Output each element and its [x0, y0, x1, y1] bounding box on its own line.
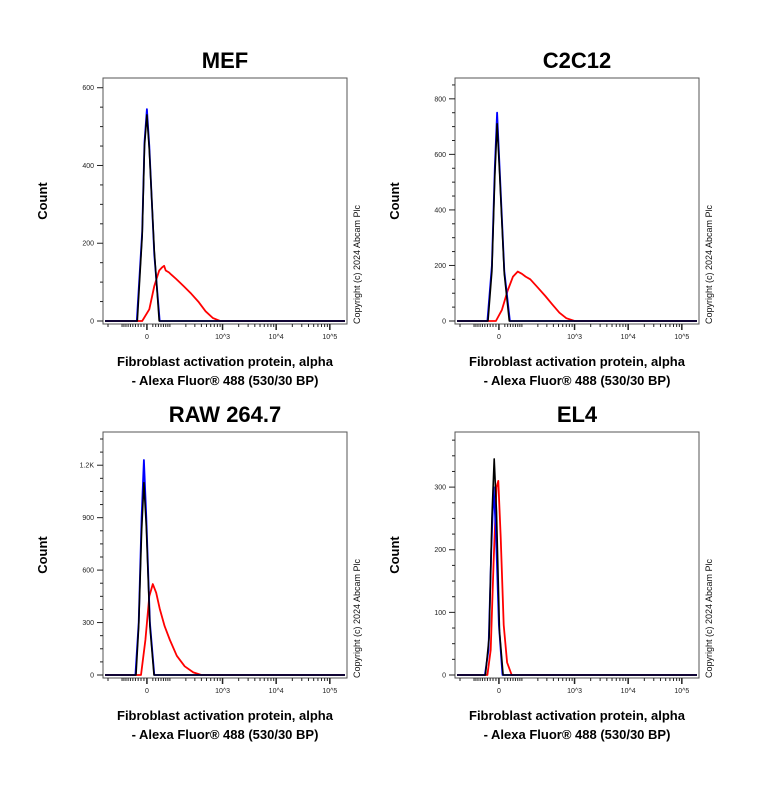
y-axis-label: Count: [35, 182, 50, 220]
x-tick-label: 10^5: [674, 688, 689, 695]
x-axis-label-line1: Fibroblast activation protein, alpha: [117, 354, 334, 369]
y-tick-label: 400: [434, 207, 446, 214]
plot-frame: [454, 77, 700, 325]
y-tick-label: 300: [434, 485, 446, 492]
x-axis-label-line2: - Alexa Fluor® 488 (530/30 BP): [132, 373, 319, 388]
y-tick-label: 0: [90, 319, 94, 326]
x-tick-label: 10^4: [621, 334, 636, 341]
panel-title: RAW 264.7: [169, 402, 282, 427]
y-tick-label: 1.2K: [80, 463, 95, 470]
y-tick-label: 0: [442, 319, 446, 326]
copyright-text: Copyright (c) 2024 Abcam Plc: [704, 204, 714, 324]
panel-title: C2C12: [543, 48, 611, 73]
x-axis-label-line2: - Alexa Fluor® 488 (530/30 BP): [132, 727, 319, 742]
histogram-panel: C2C12 0 200 400 600 800 0 10^3 10^4 10^5 Count Fibr…: [387, 48, 714, 388]
histogram-series-red: [105, 583, 345, 676]
histogram-series-black: [457, 458, 697, 676]
plot-frame: [454, 431, 700, 679]
histogram-series-red: [457, 270, 697, 322]
y-axis-label: Count: [387, 182, 402, 220]
y-axis-label: Count: [35, 536, 50, 574]
copyright-text: Copyright (c) 2024 Abcam Plc: [704, 558, 714, 678]
x-axis-label-line1: Fibroblast activation protein, alpha: [117, 708, 334, 723]
copyright-text: Copyright (c) 2024 Abcam Plc: [352, 558, 362, 678]
histogram-series-black: [105, 481, 345, 676]
y-tick-label: 0: [442, 673, 446, 680]
y-tick-label: 400: [82, 163, 94, 170]
plot-frame: [102, 77, 348, 325]
x-tick-label: 10^5: [322, 334, 337, 341]
x-tick-label: 10^4: [269, 334, 284, 341]
y-tick-label: 600: [82, 568, 94, 575]
plot-frame: [102, 431, 348, 679]
histogram-panel: MEF 0 200 400 600 0 10^3 10^4 10^5 Count Fibroblas…: [35, 48, 362, 388]
histogram-series-red: [105, 264, 345, 322]
y-tick-label: 200: [82, 241, 94, 248]
panel-title: EL4: [557, 402, 598, 427]
y-tick-label: 600: [434, 152, 446, 159]
x-tick-label: 0: [497, 334, 501, 341]
y-tick-label: 200: [434, 547, 446, 554]
x-tick-label: 10^5: [674, 334, 689, 341]
x-tick-label: 10^3: [567, 334, 582, 341]
panel-title: MEF: [202, 48, 248, 73]
y-tick-label: 300: [82, 620, 94, 627]
x-axis-label-line2: - Alexa Fluor® 488 (530/30 BP): [484, 727, 671, 742]
histogram-series-red: [457, 480, 697, 676]
histogram-series-black: [457, 123, 697, 322]
y-tick-label: 200: [434, 263, 446, 270]
x-tick-label: 10^5: [322, 688, 337, 695]
y-tick-label: 100: [434, 610, 446, 617]
y-tick-label: 0: [90, 673, 94, 680]
x-tick-label: 10^4: [269, 688, 284, 695]
histogram-series-blue: [105, 108, 345, 322]
x-tick-label: 10^3: [215, 688, 230, 695]
histogram-panel: RAW 264.7 0 300 600 900 1.2K 0 10^3 10^4 10^5 Coun…: [35, 402, 362, 742]
x-tick-label: 0: [145, 688, 149, 695]
histogram-panel: EL4 0 100 200 300 0 10^3 10^4 10^5 Count Fibroblas…: [387, 402, 714, 742]
y-tick-label: 600: [82, 85, 94, 92]
x-axis-label-line2: - Alexa Fluor® 488 (530/30 BP): [484, 373, 671, 388]
x-tick-label: 10^3: [567, 688, 582, 695]
y-tick-label: 800: [434, 96, 446, 103]
histogram-series-black: [105, 114, 345, 322]
x-tick-label: 10^3: [215, 334, 230, 341]
x-tick-label: 0: [145, 334, 149, 341]
x-tick-label: 0: [497, 688, 501, 695]
x-axis-label-line1: Fibroblast activation protein, alpha: [469, 708, 686, 723]
y-tick-label: 900: [82, 515, 94, 522]
x-axis-label-line1: Fibroblast activation protein, alpha: [469, 354, 686, 369]
copyright-text: Copyright (c) 2024 Abcam Plc: [352, 204, 362, 324]
x-tick-label: 10^4: [621, 688, 636, 695]
y-axis-label: Count: [387, 536, 402, 574]
